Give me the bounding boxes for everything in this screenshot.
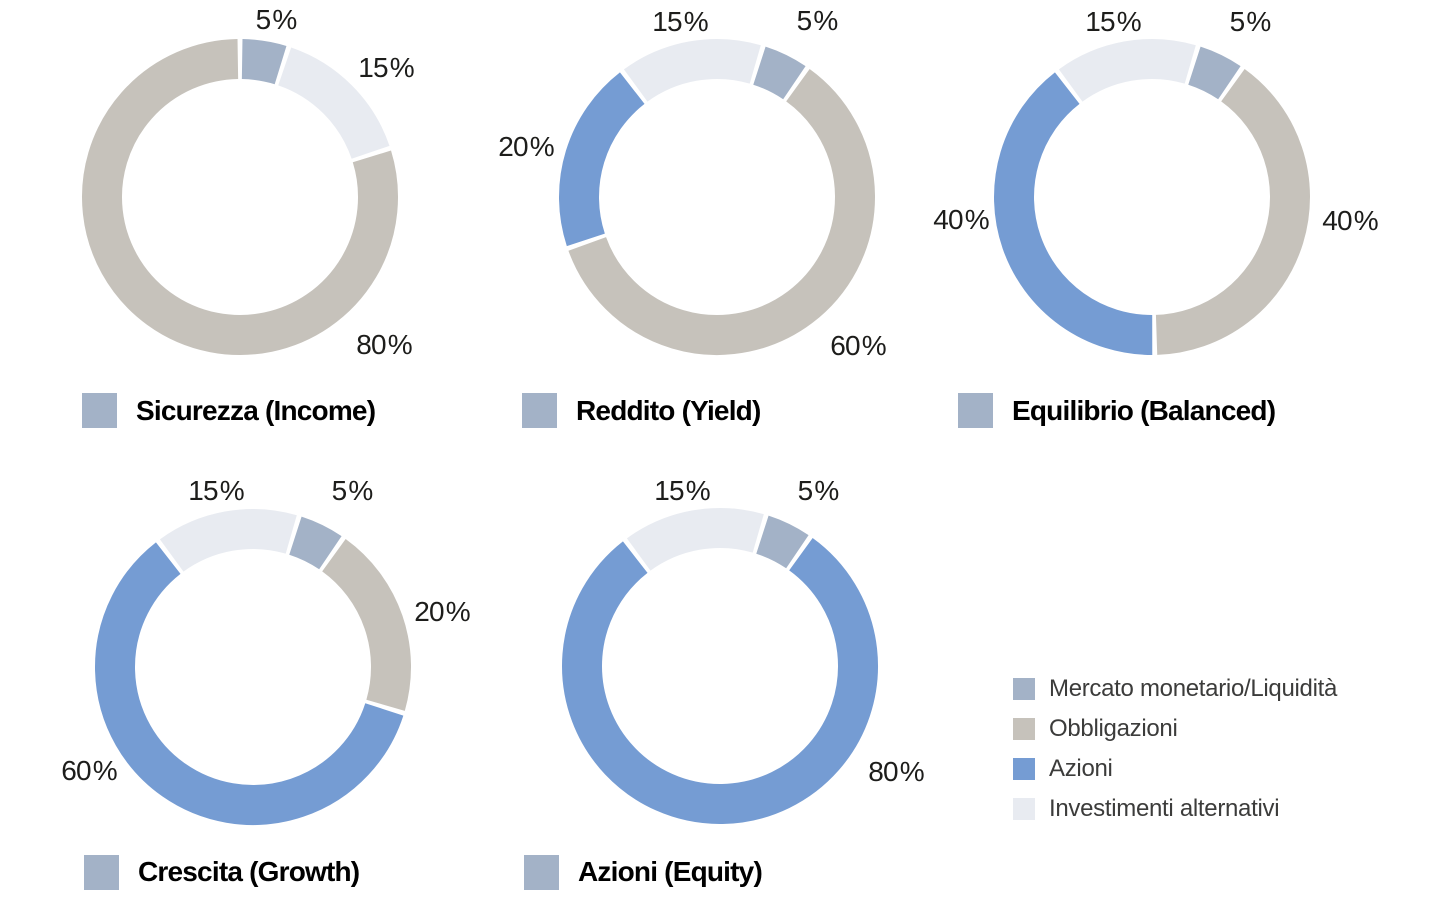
chart-caption-swatch xyxy=(82,393,117,428)
chart-title-azioni-equity: Azioni (Equity) xyxy=(578,856,763,887)
chart-title-equilibrio-balanced: Equilibrio (Balanced) xyxy=(1012,395,1276,426)
donut-slice-investimenti-alternativi xyxy=(277,47,390,160)
chart-title-sicurezza-income: Sicurezza (Income) xyxy=(136,395,376,426)
legend-label: Azioni xyxy=(1049,755,1113,782)
chart-caption-swatch xyxy=(958,393,993,428)
legend-swatch-mercato-monetario xyxy=(1013,678,1035,700)
legend-swatch-azioni xyxy=(1013,758,1035,780)
slice-value-label-obbligazioni: 80 % xyxy=(356,329,412,360)
slice-value-label-investimenti-alternativi: 15 % xyxy=(654,475,710,506)
donut-chart-equilibrio-balanced xyxy=(994,39,1310,356)
donut-slice-mercato-monetario-liquidit xyxy=(241,39,287,85)
legend-label: Investimenti alternativi xyxy=(1049,795,1280,822)
legend-swatch-investimenti-alternativi xyxy=(1013,798,1035,820)
legend-label: Mercato monetario/Liquidità xyxy=(1049,675,1338,702)
slice-value-label-azioni: 20 % xyxy=(498,131,554,162)
donut-slice-mercato-monetario-liquidit xyxy=(288,516,342,570)
legend-label: Obbligazioni xyxy=(1049,715,1178,742)
slice-value-label-investimenti-alternativi: 15 % xyxy=(652,6,708,37)
slice-value-label-investimenti-alternativi: 15 % xyxy=(358,52,414,83)
donut-slice-mercato-monetario-liquidit xyxy=(755,515,809,569)
donut-chart-reddito-yield xyxy=(559,39,875,355)
donut-slice-investimenti-alternativi xyxy=(159,509,297,572)
chart-caption-swatch xyxy=(524,855,559,890)
chart-title-reddito-yield: Reddito (Yield) xyxy=(576,395,761,426)
donut-slice-mercato-monetario-liquidit xyxy=(1187,46,1241,100)
chart-caption-swatch xyxy=(522,393,557,428)
legend-item-azioni: Azioni xyxy=(1013,749,1337,789)
slice-value-label-azioni: 80 % xyxy=(868,756,924,787)
legend-swatch-obbligazioni xyxy=(1013,718,1035,740)
donut-chart-crescita-growth xyxy=(95,509,411,825)
slice-value-label-obbligazioni: 60 % xyxy=(830,330,886,361)
legend: Mercato monetario/Liquidità Obbligazioni… xyxy=(1013,669,1337,829)
slice-value-label-obbligazioni: 40 % xyxy=(1322,205,1378,236)
donut-chart-sicurezza-income xyxy=(82,39,398,355)
legend-item-obbligazioni: Obbligazioni xyxy=(1013,709,1337,749)
slice-value-label-mercato-monetario-liquidit: 5 % xyxy=(797,475,840,506)
legend-item-mercato-monetario: Mercato monetario/Liquidità xyxy=(1013,669,1337,709)
donut-slice-azioni xyxy=(562,538,878,824)
donut-slice-obbligazioni xyxy=(321,539,411,711)
chart-title-crescita-growth: Crescita (Growth) xyxy=(138,856,360,887)
donut-slice-obbligazioni xyxy=(82,39,398,355)
slice-value-label-mercato-monetario-liquidit: 5 % xyxy=(1229,6,1272,37)
donut-slice-obbligazioni xyxy=(1155,69,1310,355)
chart-caption-swatch xyxy=(84,855,119,890)
donut-slice-mercato-monetario-liquidit xyxy=(752,46,806,100)
donut-slice-investimenti-alternativi xyxy=(626,508,764,571)
slice-value-label-mercato-monetario-liquidit: 5 % xyxy=(331,475,374,506)
slice-value-label-mercato-monetario-liquidit: 5 % xyxy=(796,5,839,36)
slice-value-label-investimenti-alternativi: 15 % xyxy=(188,475,244,506)
slice-value-label-obbligazioni: 20 % xyxy=(414,596,470,627)
slice-value-label-mercato-monetario-liquidit: 5 % xyxy=(255,4,298,35)
donut-slice-investimenti-alternativi xyxy=(623,39,761,102)
donut-slice-azioni xyxy=(95,542,404,825)
donut-slice-investimenti-alternativi xyxy=(1058,39,1196,102)
donut-slice-obbligazioni xyxy=(568,69,875,355)
slice-value-label-azioni: 40 % xyxy=(933,204,989,235)
donut-slice-azioni xyxy=(559,72,645,247)
slice-value-label-investimenti-alternativi: 15 % xyxy=(1085,6,1141,37)
donut-slice-azioni xyxy=(994,72,1153,356)
slice-value-label-azioni: 60 % xyxy=(61,755,117,786)
legend-item-investimenti-alternativi: Investimenti alternativi xyxy=(1013,789,1337,829)
donut-chart-azioni-equity xyxy=(562,508,878,824)
